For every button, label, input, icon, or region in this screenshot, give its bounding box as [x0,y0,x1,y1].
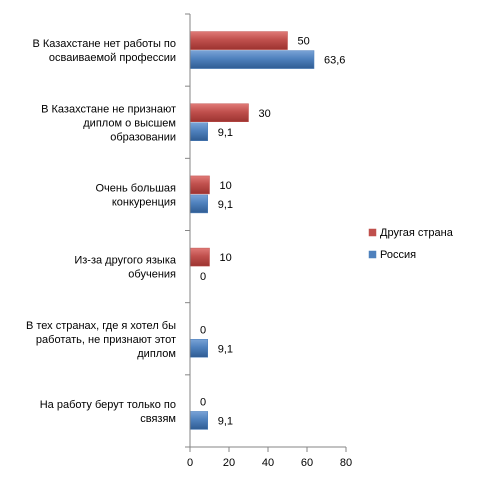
data-label: 9,1 [218,415,233,427]
data-label: 10 [220,180,232,192]
x-tick-label: 20 [223,457,235,469]
category-label-line: Очень большая [96,182,177,194]
bar [189,50,315,69]
data-label: 0 [200,324,206,336]
bar [189,103,249,122]
legend: Другая страна Россия [368,227,454,261]
x-tick-label: 60 [301,457,313,469]
bar [189,194,208,214]
legend-label: Россия [380,249,416,261]
category-label-line: На работу берут только по [40,399,176,411]
category-label: В Казахстане не признают диплом о высшем о… [41,103,176,143]
labels-layer: В Казахстане нет работы по осваиваемой пр… [26,36,345,428]
legend-swatch [368,228,377,237]
category-label-line: диплом о высшем [83,117,176,129]
category-label-line: диплом [137,348,176,360]
bar [189,247,210,267]
legend-label: Другая страна [380,227,454,239]
axes-layer: 0 20 40 60 80 [185,13,352,469]
x-tick-label: 0 [187,457,193,469]
data-label: 0 [200,271,206,283]
data-label: 9,1 [218,199,233,211]
bar [189,411,208,430]
bar [189,339,208,358]
category-label-line: работать, не признают этот [36,334,176,346]
x-tick-label: 80 [340,457,352,469]
data-label: 50 [298,36,310,48]
category-label-line: В тех странах, где я хотел бы [26,320,176,332]
category-label-line: обучения [128,269,176,281]
data-label: 63,6 [324,55,345,67]
category-label-line: осваиваемой профессии [49,52,176,64]
data-label: 9,1 [218,343,233,355]
category-label: В Казахстане нет работы по осваиваемой пр… [32,38,176,64]
category-label-line: В Казахстане не признают [41,103,176,115]
data-label: 9,1 [218,127,233,139]
category-label-line: связям [140,413,176,425]
bars-layer [189,31,315,430]
category-label-line: В Казахстане нет работы по [32,38,176,50]
x-tick-label: 40 [262,457,274,469]
category-label-line: Из-за другого языка [74,255,177,267]
bar [189,175,210,195]
category-label: На работу берут только по связям [40,399,176,425]
data-label: 30 [259,108,271,120]
bar [189,122,208,141]
category-label: Очень большая конкуренция [96,182,177,208]
category-label-line: конкуренция [112,196,176,208]
category-label: В тех странах, где я хотел бы работать, н… [26,320,176,360]
category-label: Из-за другого языка обучения [74,255,177,281]
data-label: 0 [200,396,206,408]
data-label: 10 [220,252,232,264]
bar [189,31,288,50]
legend-swatch [368,250,377,259]
category-label-line: образовании [110,131,176,143]
